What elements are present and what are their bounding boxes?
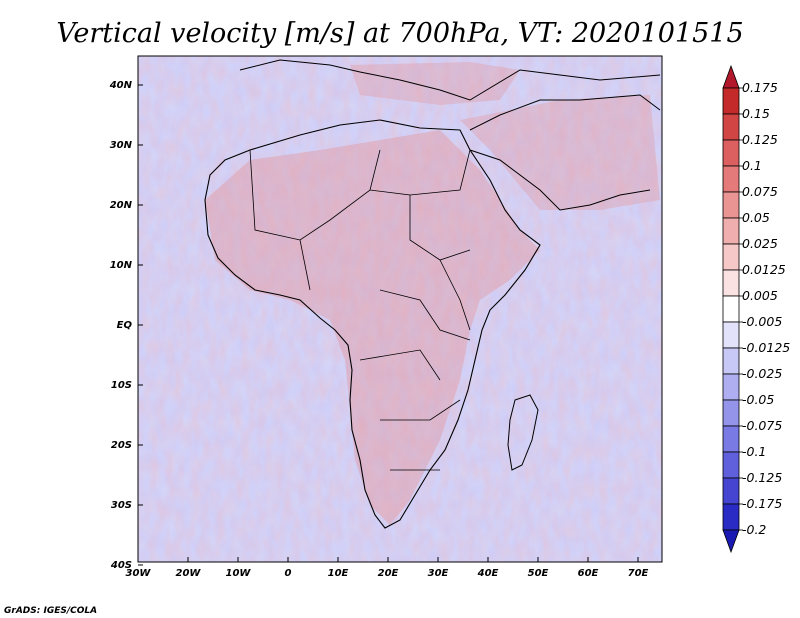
colorbar-label: 0.025 (742, 236, 778, 251)
lat-label: 10S (111, 380, 132, 391)
lon-label: 20E (378, 568, 399, 579)
lon-label: 10E (328, 568, 349, 579)
lat-label: 30S (111, 500, 132, 511)
colorbar-label: -0.005 (742, 314, 782, 329)
arabia-coastline (469, 94, 661, 211)
colorbar-swatch (722, 477, 740, 505)
colorbar-label: -0.0125 (742, 340, 790, 355)
middle-east-shading (460, 95, 660, 210)
colorbar-bottom-arrow (722, 529, 740, 554)
lon-label: 10W (226, 568, 252, 579)
colorbar-label: 0.0125 (742, 262, 786, 277)
lon-label: 30W (126, 568, 152, 579)
colorbar-swatch (722, 217, 740, 245)
lat-label: 30N (110, 140, 133, 151)
europe-shading (350, 62, 520, 105)
colorbar-label: -0.175 (742, 496, 782, 511)
madagascar-coastline (507, 394, 539, 471)
colorbar-swatch (722, 321, 740, 349)
lon-label: 0 (285, 568, 292, 579)
latitude-labels: 40N 30N 20N 10N EQ 10S 20S 30S 40S (109, 80, 143, 571)
lon-label: 20W (176, 568, 202, 579)
colorbar-swatch (722, 165, 740, 193)
lon-label: 60E (578, 568, 599, 579)
lat-label: EQ (117, 320, 133, 331)
colorbar-swatch (722, 373, 740, 401)
lon-label: 40E (477, 568, 499, 579)
colorbar: 0.175 0.15 0.125 0.1 0.075 0.05 0.025 0.0125 0.0… (722, 64, 790, 554)
colorbar-swatch (722, 113, 740, 141)
colorbar-swatch (722, 347, 740, 375)
lat-label: 20S (111, 440, 132, 451)
colorbar-swatch (722, 191, 740, 219)
colorbar-label: 0.05 (742, 210, 770, 225)
colorbar-label: -0.075 (742, 418, 782, 433)
colorbar-swatch (722, 269, 740, 297)
colorbar-label: 0.1 (742, 158, 762, 173)
colorbar-label: -0.05 (742, 392, 774, 407)
lat-label: 10N (110, 260, 133, 271)
grads-credit: GrADS: IGES/COLA (4, 606, 97, 616)
africa-shading (205, 130, 540, 525)
colorbar-swatch (722, 399, 740, 427)
lat-label: 40S (110, 560, 132, 571)
colorbar-swatch (722, 87, 740, 115)
field-noise-red (138, 56, 662, 562)
colorbar-label: 0.175 (742, 80, 778, 95)
colorbar-swatch (722, 503, 740, 531)
colorbar-label: 0.15 (742, 106, 770, 121)
colorbar-label: 0.125 (742, 132, 778, 147)
lon-label: 30E (428, 568, 449, 579)
colorbar-label: -0.1 (742, 444, 766, 459)
country-borders (249, 149, 471, 471)
lat-label: 20N (110, 200, 133, 211)
colorbar-swatch (722, 139, 740, 167)
longitude-labels: 30W 20W 10W 0 10E 20E 30E 40E 50E 60E 70E (126, 557, 649, 579)
colorbar-swatch (722, 243, 740, 271)
lon-label: 50E (528, 568, 549, 579)
colorbar-label: -0.2 (742, 522, 766, 537)
colorbar-label: -0.025 (742, 366, 782, 381)
map-plot-area (138, 56, 662, 562)
colorbar-top-arrow (722, 64, 740, 89)
lat-label: 40N (109, 80, 133, 91)
africa-coastline (204, 119, 541, 529)
map-frame (137, 55, 663, 563)
colorbar-label: 0.005 (742, 288, 778, 303)
europe-coastline (239, 59, 661, 101)
colorbar-swatch (722, 295, 740, 323)
colorbar-swatch (722, 451, 740, 479)
map-title: Vertical velocity [m/s] at 700hPa, VT: 2… (56, 18, 743, 49)
colorbar-label: 0.075 (742, 184, 778, 199)
colorbar-label: -0.125 (742, 470, 782, 485)
colorbar-swatch (722, 425, 740, 453)
lon-label: 70E (628, 568, 649, 579)
